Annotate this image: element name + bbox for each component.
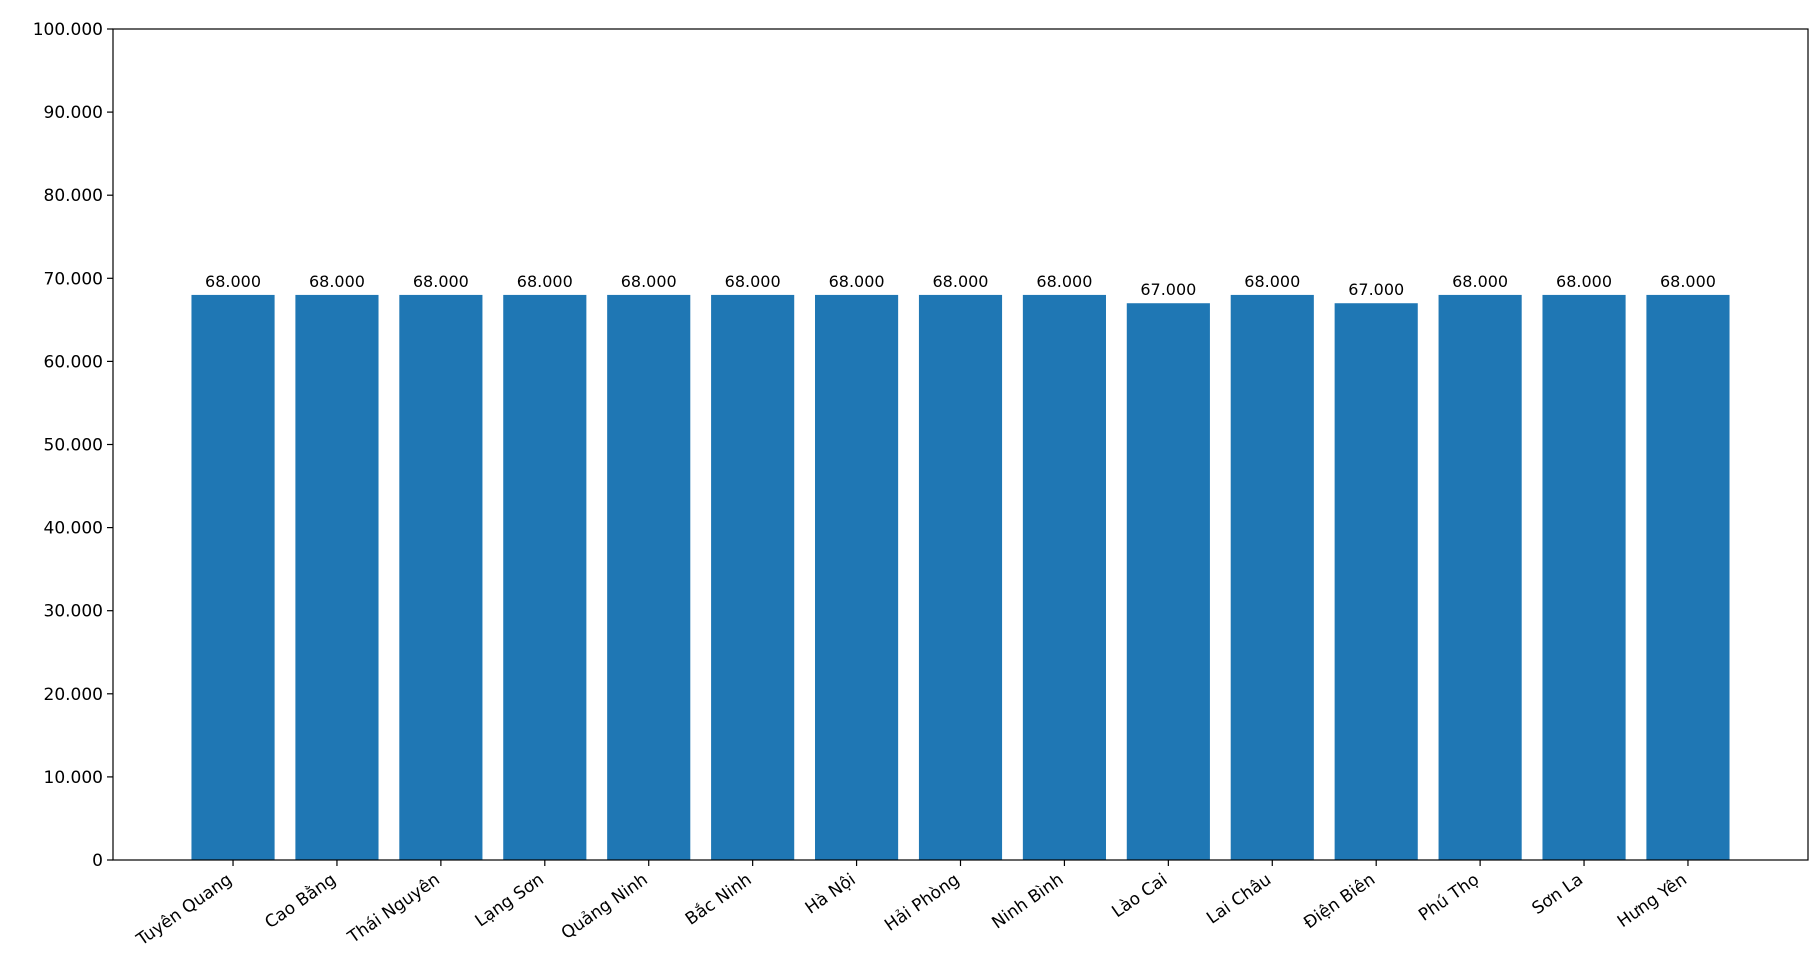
bar <box>918 294 1003 860</box>
y-tick-label: 70.000 <box>44 269 103 289</box>
y-tick-label: 100.000 <box>33 20 103 40</box>
bar <box>295 294 379 860</box>
value-label: 68.000 <box>1556 272 1612 291</box>
y-tick-label: 30.000 <box>44 602 103 622</box>
bar <box>1230 294 1314 860</box>
bar <box>503 294 587 860</box>
y-tick-label: 20.000 <box>44 685 103 705</box>
y-tick-label: 80.000 <box>44 186 103 206</box>
x-tick-label: Lạng Sơn <box>472 870 548 932</box>
x-tick-label: Thái Nguyên <box>344 870 444 948</box>
x-tick-label: Hải Phòng <box>881 870 963 936</box>
x-tick-label: Ninh Bình <box>988 870 1067 934</box>
x-tick-label: Sơn La <box>1529 870 1587 919</box>
bar <box>1022 294 1106 860</box>
y-tick-label: 0 <box>92 851 103 871</box>
value-label: 68.000 <box>829 272 885 291</box>
value-label: 68.000 <box>205 272 261 291</box>
x-tick-label: Bắc Ninh <box>681 869 755 930</box>
bar <box>399 294 483 860</box>
y-tick-label: 50.000 <box>44 436 103 456</box>
bar <box>191 294 275 860</box>
bar <box>1542 294 1626 860</box>
x-tick-label: Lai Châu <box>1203 870 1275 929</box>
value-label: 68.000 <box>933 272 989 291</box>
x-tick-label: Tuyên Quang <box>132 870 236 951</box>
value-label: 68.000 <box>1452 272 1508 291</box>
bar <box>815 294 899 860</box>
value-label: 68.000 <box>309 272 365 291</box>
bar <box>1334 303 1418 861</box>
value-label: 67.000 <box>1348 280 1404 299</box>
x-tick-label: Hà Nội <box>802 870 860 919</box>
value-label: 68.000 <box>517 272 573 291</box>
plot-frame <box>112 28 1809 861</box>
x-tick-label: Hưng Yên <box>1614 870 1691 932</box>
value-label: 68.000 <box>413 272 469 291</box>
bar <box>1438 294 1522 860</box>
x-tick-label: Cao Bằng <box>261 869 340 933</box>
value-label: 68.000 <box>1244 272 1300 291</box>
value-label: 68.000 <box>725 272 781 291</box>
value-label: 68.000 <box>1660 272 1716 291</box>
bar <box>1646 294 1730 860</box>
bar <box>607 294 691 860</box>
bar <box>1126 303 1210 861</box>
value-label: 68.000 <box>621 272 677 291</box>
value-label: 68.000 <box>1036 272 1092 291</box>
value-label: 67.000 <box>1140 280 1196 299</box>
x-tick-label: Phú Thọ <box>1415 870 1483 926</box>
y-tick-label: 90.000 <box>44 103 103 123</box>
x-tick-label: Quảng Ninh <box>558 870 652 944</box>
bar <box>711 294 795 860</box>
y-tick-label: 10.000 <box>44 768 103 788</box>
y-tick-label: 40.000 <box>44 519 103 539</box>
x-tick-label: Điện Biên <box>1300 870 1379 934</box>
x-tick-label: Lào Cai <box>1108 870 1171 922</box>
y-tick-label: 60.000 <box>44 352 103 372</box>
